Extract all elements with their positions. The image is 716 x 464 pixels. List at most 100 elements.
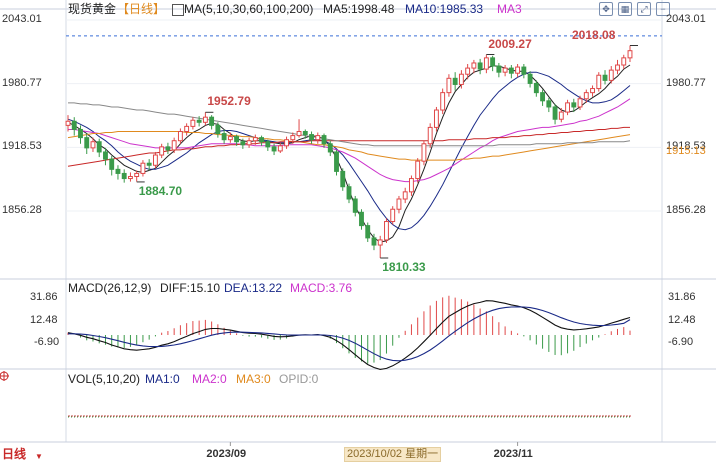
candle-body <box>152 154 158 166</box>
macd-diff-line <box>67 300 631 370</box>
annotation-label-low: 1884.70 <box>138 183 183 198</box>
candle-body <box>134 172 140 178</box>
footer-period-dropdown-icon[interactable]: ▼ <box>35 452 43 461</box>
candle <box>490 55 496 72</box>
candle <box>140 160 146 177</box>
candle <box>415 158 421 183</box>
candle-body <box>552 106 558 120</box>
macd-macd-value: MACD:3.76 <box>290 281 353 295</box>
candle-body <box>596 74 602 90</box>
candle-body <box>302 131 308 136</box>
candle <box>402 187 408 204</box>
candle <box>246 137 252 148</box>
macd-y-tick-right: 31.86 <box>668 291 696 303</box>
candle-body <box>583 92 589 100</box>
candle <box>103 147 108 166</box>
candle <box>128 172 133 182</box>
candle <box>515 63 521 78</box>
candle <box>371 233 377 251</box>
candle-body <box>359 211 364 227</box>
candle-body <box>402 191 408 200</box>
candle <box>346 183 352 204</box>
candle-body <box>84 137 90 149</box>
candle-body <box>321 135 327 145</box>
candle <box>227 132 233 143</box>
ma-toggle-icon[interactable] <box>172 4 184 16</box>
candle <box>583 89 589 103</box>
candle <box>277 142 283 153</box>
vol-opid-value: OPID:0 <box>279 372 319 386</box>
candle-body <box>115 168 121 174</box>
candle <box>546 97 552 113</box>
candle <box>377 235 383 259</box>
candle <box>302 129 308 139</box>
x-axis-ticks <box>229 442 519 446</box>
period-label[interactable]: 【日线】 <box>117 2 166 16</box>
grid-icon[interactable]: ▦ <box>618 2 632 16</box>
expand-icon[interactable]: ⤢ <box>637 2 651 16</box>
ma3-label: MA3 <box>497 2 522 16</box>
candle-body <box>103 151 108 160</box>
candle <box>327 140 333 157</box>
candle-body <box>78 128 83 139</box>
candle-body <box>409 178 414 193</box>
footer-period-tab[interactable]: 日线 <box>2 447 27 461</box>
candle <box>71 117 77 136</box>
candle <box>134 170 140 182</box>
candle-body <box>71 120 77 130</box>
candle <box>540 89 546 106</box>
candle <box>121 169 127 183</box>
candle-body <box>421 143 427 162</box>
candle <box>621 54 627 70</box>
candle <box>558 107 564 123</box>
minus-icon[interactable]: − <box>656 2 670 16</box>
ma10-value: MA10:1985.33 <box>405 2 484 16</box>
ma5-value: MA5:1998.48 <box>323 2 395 16</box>
candle-body <box>471 62 477 69</box>
candle-body <box>140 162 146 174</box>
candle-body <box>558 111 564 120</box>
candle-body <box>234 136 240 143</box>
candle <box>390 206 396 225</box>
candle-body <box>259 137 265 143</box>
candle-body <box>227 136 233 141</box>
candle <box>365 222 371 242</box>
candle <box>396 195 402 214</box>
candle-body <box>215 124 221 135</box>
candle-body <box>615 64 620 71</box>
candle-body <box>521 66 527 75</box>
candle-body <box>546 100 552 108</box>
candle-body <box>252 137 258 142</box>
move-icon[interactable]: ✥ <box>599 2 613 16</box>
candle <box>502 65 508 77</box>
main-y-tick-right: 1856.28 <box>666 204 706 216</box>
annotation-label-high: 1952.79 <box>207 94 251 109</box>
candle-body <box>296 131 302 137</box>
macd-y-tick-right: 12.48 <box>668 313 696 326</box>
candle-body <box>240 141 246 146</box>
candle <box>215 122 221 138</box>
macd-diff-value: DIFF:15.10 <box>160 281 221 295</box>
candle <box>309 131 314 144</box>
candle-body <box>608 69 614 81</box>
candle-body <box>365 225 371 239</box>
candle <box>221 129 227 144</box>
vol-ma1-value: MA1:0 <box>145 372 180 386</box>
candle <box>608 66 614 84</box>
candle-body <box>327 143 333 153</box>
vol-params-label: VOL(5,10,20) <box>68 372 141 386</box>
ma-line-orange <box>67 131 631 161</box>
candles <box>65 45 633 259</box>
candle-body <box>352 198 358 213</box>
macd-y-tick-left: 31.86 <box>30 291 58 303</box>
candle <box>552 103 558 125</box>
candle <box>421 140 427 166</box>
macd-y-tick-right: -6.90 <box>668 336 694 348</box>
candle <box>465 63 471 80</box>
macd-dea-value: DEA:13.22 <box>224 281 283 295</box>
candle <box>615 59 620 75</box>
candle <box>321 133 327 148</box>
current-price-label: 1915.13 <box>666 144 706 157</box>
candle <box>521 63 527 79</box>
